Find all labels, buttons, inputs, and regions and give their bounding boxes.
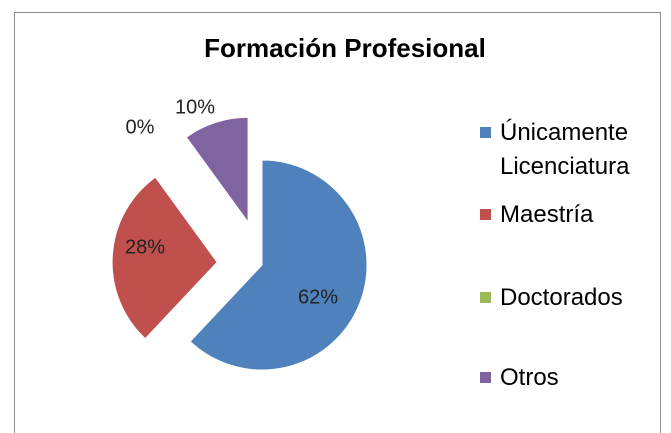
data-label: 0% xyxy=(126,116,155,138)
pie-slice xyxy=(111,176,218,340)
data-label: 28% xyxy=(125,236,165,258)
legend-label: Únicamente Licenciatura xyxy=(500,119,630,180)
legend-label: Maestría xyxy=(500,201,594,228)
chart-title: Formación Profesional xyxy=(204,33,486,63)
data-label: 10% xyxy=(175,96,215,118)
legend-swatch xyxy=(480,209,491,220)
legend-swatch xyxy=(480,127,491,138)
legend-label: Doctorados xyxy=(500,284,623,311)
chart-border xyxy=(14,12,661,433)
legend-entry: Otros xyxy=(480,361,660,395)
pie-slice xyxy=(189,159,368,371)
legend-entry: Doctorados xyxy=(480,281,660,315)
legend-label: Otros xyxy=(500,364,559,391)
pie-slice xyxy=(185,116,249,224)
legend-entry: Únicamente Licenciatura xyxy=(480,116,660,184)
legend-swatch xyxy=(480,292,491,303)
legend-swatch xyxy=(480,372,491,383)
data-label: 62% xyxy=(298,286,338,308)
legend-entry: Maestría xyxy=(480,198,660,232)
